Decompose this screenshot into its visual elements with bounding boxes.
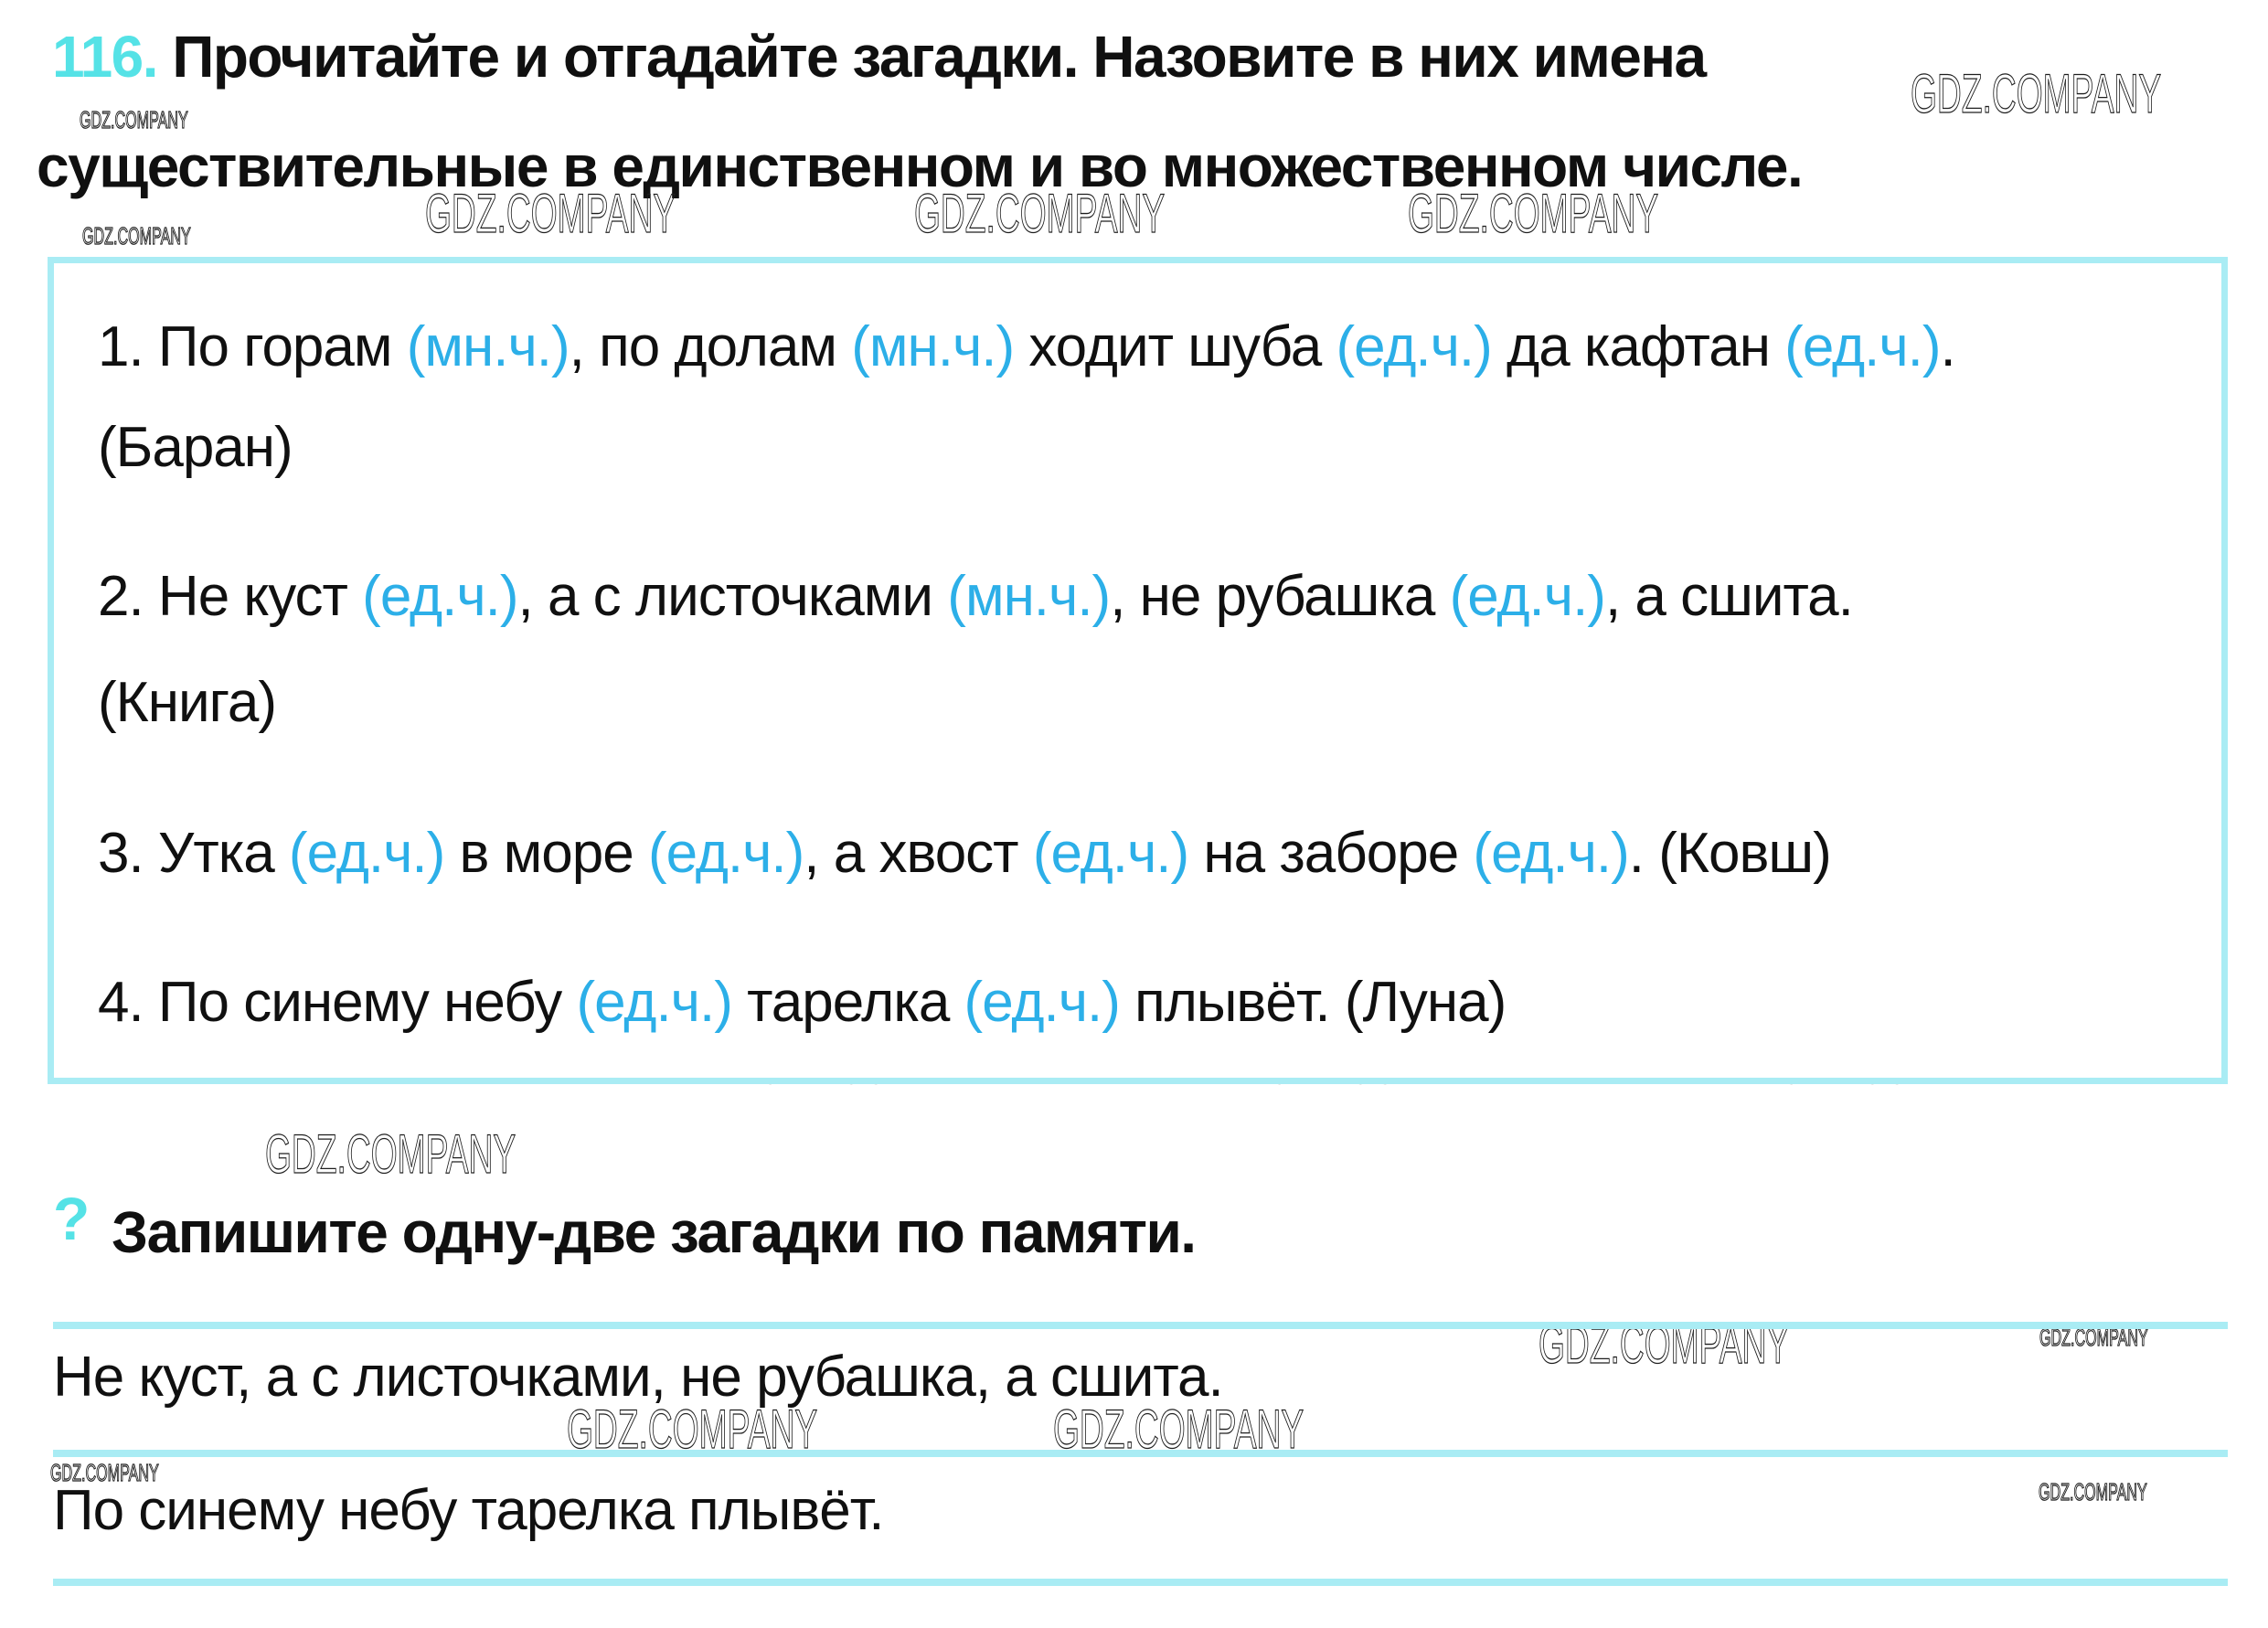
watermark: GDZ.COMPANY [1911, 63, 2162, 124]
watermark: GDZ.COMPANY [1053, 1399, 1304, 1460]
riddle-text: . [1940, 315, 1956, 378]
riddle-text: плывёт. (Луна) [1119, 971, 1507, 1034]
riddle-text: тарелка [731, 971, 964, 1034]
exercise-title-line1: 116. Прочитайте и отгадайте загадки. Наз… [52, 27, 1707, 86]
riddle-text: на заборе [1188, 822, 1474, 885]
written-answer-2: По синему небу тарелка плывёт. [53, 1479, 885, 1542]
riddle-text: , а сшита. [1604, 565, 1854, 628]
watermark: GDZ.COMPANY [82, 222, 192, 250]
ruled-line [53, 1322, 2228, 1329]
riddle-2: 2. Не куст (ед.ч.), а с листочками (мн.ч… [98, 569, 1854, 625]
number-annotation: (ед.ч.) [964, 971, 1121, 1034]
number-annotation: (мн.ч.) [947, 565, 1111, 628]
riddle-1-answer: (Баран) [98, 416, 293, 479]
riddle-text: ходит шуба [1014, 315, 1336, 378]
task2-text: Запишите одну-две загадки по памяти. [112, 1199, 1197, 1265]
watermark: GDZ.COMPANY [2039, 1478, 2148, 1506]
number-annotation: (ед.ч.) [288, 822, 445, 885]
riddle-text: , не рубашка [1110, 565, 1450, 628]
riddle-text: в море [444, 822, 648, 885]
number-annotation: (ед.ч.) [1449, 565, 1606, 628]
riddle-text: да кафтан [1491, 315, 1785, 378]
number-annotation: (ед.ч.) [647, 822, 804, 885]
number-annotation: (ед.ч.) [1032, 822, 1189, 885]
watermark: GDZ.COMPANY [914, 183, 1166, 244]
exercise-number: 116. [52, 24, 159, 90]
ruled-line [53, 1579, 2228, 1586]
riddle-text: 4. По синему небу [98, 971, 577, 1034]
watermark: GDZ.COMPANY [80, 106, 189, 133]
exercise-title-line2: существительные в единственном и во множ… [37, 133, 1804, 199]
riddle-4: 4. По синему небу (ед.ч.) тарелка (ед.ч.… [98, 971, 1507, 1034]
watermark: GDZ.COMPANY [567, 1399, 818, 1460]
exercise-title-text: Прочитайте и отгадайте загадки. Назовите… [172, 24, 1707, 90]
number-annotation: (мн.ч.) [406, 315, 570, 378]
number-annotation: (ед.ч.) [576, 971, 733, 1034]
riddle-2-answer: (Книга) [98, 671, 277, 734]
number-annotation: (ед.ч.) [1336, 315, 1492, 378]
riddle-text: , по долам [569, 315, 852, 378]
ruled-line [53, 1450, 2228, 1457]
watermark: GDZ.COMPANY [265, 1123, 516, 1185]
watermark: GDZ.COMPANY [50, 1459, 160, 1486]
watermark: GDZ.COMPANY [425, 183, 676, 244]
number-annotation: (ед.ч.) [1784, 315, 1941, 378]
riddle-text: 1. По горам [98, 315, 407, 378]
number-annotation: (мн.ч.) [851, 315, 1015, 378]
riddle-text: 2. Не куст [98, 565, 363, 628]
riddle-text: . (Ковш) [1628, 822, 1832, 885]
written-answer-1: Не куст, а с листочками, не рубашка, а с… [53, 1346, 1224, 1409]
watermark: GDZ.COMPANY [1408, 183, 1659, 244]
number-annotation: (ед.ч.) [1473, 822, 1629, 885]
riddles-frame [48, 257, 2228, 1084]
question-mark-icon: ? [53, 1185, 91, 1252]
riddle-3: 3. Утка (ед.ч.) в море (ед.ч.), а хвост … [98, 822, 1832, 885]
riddle-text: 3. Утка [98, 822, 289, 885]
number-annotation: (ед.ч.) [362, 565, 518, 628]
riddle-text: , а с листочками [517, 565, 948, 628]
riddle-1: 1. По горам (мн.ч.), по долам (мн.ч.) хо… [98, 319, 1956, 376]
riddle-text: , а хвост [804, 822, 1033, 885]
